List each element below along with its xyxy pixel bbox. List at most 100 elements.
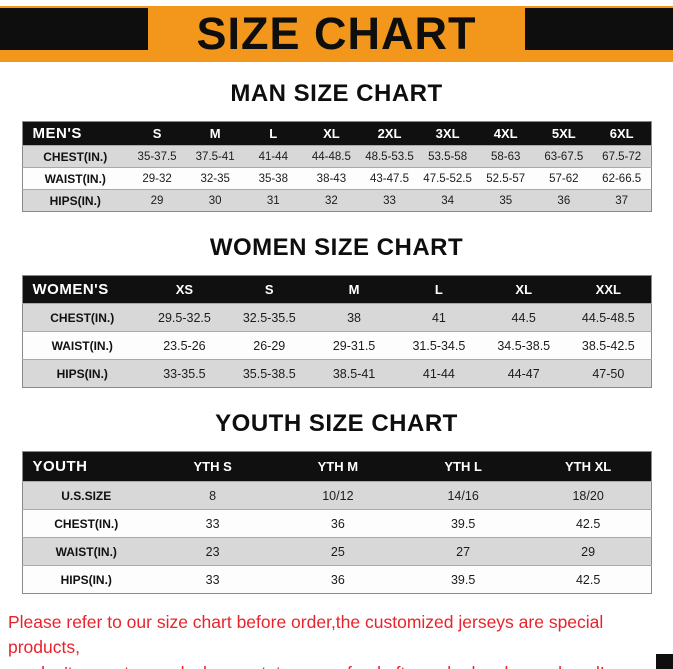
size-section-youth: YOUTH SIZE CHART YOUTH YTH S YTH M YTH L YTH … xyxy=(0,410,673,594)
measure-value: 31.5-34.5 xyxy=(396,331,482,360)
measure-value: 8 xyxy=(150,481,276,510)
measure-value: 35-38 xyxy=(244,167,303,190)
measure-value: 29.5-32.5 xyxy=(142,303,227,332)
measure-value: 43-47.5 xyxy=(360,167,419,190)
measure-value: 37 xyxy=(592,189,651,212)
measure-label: WAIST(IN.) xyxy=(22,167,128,190)
size-column-header: S xyxy=(226,275,312,304)
measure-row: HIPS(IN.) 33 36 39.5 42.5 xyxy=(22,565,651,594)
measure-value: 33-35.5 xyxy=(142,359,227,388)
measure-value: 39.5 xyxy=(400,509,526,538)
measure-value: 38.5-42.5 xyxy=(566,331,651,360)
disclaimer-line-2: we don't accept cancel, change, teturn o… xyxy=(8,661,665,669)
section-heading-men: MAN SIZE CHART xyxy=(230,80,443,107)
measure-value: 34.5-38.5 xyxy=(481,331,567,360)
size-column-header: YTH S xyxy=(150,451,276,482)
measure-value: 41-44 xyxy=(396,359,482,388)
measure-value: 41-44 xyxy=(244,145,303,168)
disclaimer-line-1: Please refer to our size chart before or… xyxy=(8,612,604,658)
measure-value: 47-50 xyxy=(566,359,651,388)
measure-label: CHEST(IN.) xyxy=(22,145,128,168)
page-title: SIZE CHART xyxy=(196,8,477,59)
measure-value: 37.5-41 xyxy=(186,145,245,168)
section-heading-youth: YOUTH SIZE CHART xyxy=(215,410,458,437)
measure-row: HIPS(IN.) 33-35.5 35.5-38.5 38.5-41 41-44 44-… xyxy=(22,359,651,388)
measure-value: 44-48.5 xyxy=(302,145,361,168)
measure-value: 38 xyxy=(311,303,397,332)
size-column-header: S xyxy=(128,121,187,146)
size-section-men: MAN SIZE CHART MEN'S S M L XL 2XL 3XL 4XL 5XL 6XL C… xyxy=(0,80,673,212)
measure-value: 33 xyxy=(150,509,276,538)
banner: SIZE CHART xyxy=(0,6,673,62)
table-title-cell: MEN'S xyxy=(22,121,128,146)
measure-value: 38-43 xyxy=(302,167,361,190)
size-column-header: 3XL xyxy=(418,121,477,146)
measure-value: 42.5 xyxy=(525,509,651,538)
measure-value: 23.5-26 xyxy=(142,331,227,360)
table-title-cell: YOUTH xyxy=(22,451,150,482)
measure-value: 52.5-57 xyxy=(476,167,535,190)
measure-value: 39.5 xyxy=(400,565,526,594)
size-column-header: XXL xyxy=(566,275,651,304)
measure-row: CHEST(IN.) 35-37.5 37.5-41 41-44 44-48.5 48.5… xyxy=(22,145,651,168)
measure-label: HIPS(IN.) xyxy=(22,189,128,212)
measure-label: CHEST(IN.) xyxy=(22,303,142,332)
size-column-header: XS xyxy=(142,275,227,304)
measure-value: 58-63 xyxy=(476,145,535,168)
measure-value: 63-67.5 xyxy=(534,145,593,168)
section-heading-women: WOMEN SIZE CHART xyxy=(209,234,464,261)
measure-value: 57-62 xyxy=(534,167,593,190)
header-row: WOMEN'S XS S M L XL XXL xyxy=(22,275,651,304)
measure-value: 62-66.5 xyxy=(592,167,651,190)
measure-value: 29 xyxy=(128,189,187,212)
size-column-header: M xyxy=(311,275,397,304)
measure-value: 29 xyxy=(525,537,651,566)
measure-value: 33 xyxy=(150,565,276,594)
measure-value: 67.5-72 xyxy=(592,145,651,168)
size-column-header: XL xyxy=(302,121,361,146)
size-column-header: M xyxy=(186,121,245,146)
measure-label: HIPS(IN.) xyxy=(22,565,150,594)
measure-value: 44-47 xyxy=(481,359,567,388)
size-column-header: YTH L xyxy=(400,451,526,482)
bottom-right-corner-mark xyxy=(656,654,673,669)
measure-value: 53.5-58 xyxy=(418,145,477,168)
measure-label: U.S.SIZE xyxy=(22,481,150,510)
disclaimer: Please refer to our size chart before or… xyxy=(8,610,665,669)
measure-value: 33 xyxy=(360,189,419,212)
banner-corner-right xyxy=(525,8,673,50)
measure-value: 44.5 xyxy=(481,303,567,332)
size-column-header: 4XL xyxy=(476,121,535,146)
measure-value: 25 xyxy=(275,537,401,566)
table-title-cell: WOMEN'S xyxy=(22,275,142,304)
measure-value: 30 xyxy=(186,189,245,212)
size-column-header: 6XL xyxy=(592,121,651,146)
size-column-header: YTH M xyxy=(275,451,401,482)
measure-value: 18/20 xyxy=(525,481,651,510)
measure-value: 36 xyxy=(275,509,401,538)
measure-value: 32 xyxy=(302,189,361,212)
measure-value: 29-32 xyxy=(128,167,187,190)
measure-value: 35.5-38.5 xyxy=(226,359,312,388)
measure-value: 47.5-52.5 xyxy=(418,167,477,190)
measure-row: WAIST(IN.) 23.5-26 26-29 29-31.5 31.5-34.5 34… xyxy=(22,331,651,360)
header-row: MEN'S S M L XL 2XL 3XL 4XL 5XL 6XL xyxy=(22,121,651,146)
measure-value: 23 xyxy=(150,537,276,566)
measure-row: WAIST(IN.) 29-32 32-35 35-38 38-43 43-47.5 47.… xyxy=(22,167,651,190)
measure-value: 44.5-48.5 xyxy=(566,303,651,332)
measure-label: HIPS(IN.) xyxy=(22,359,142,388)
header-row: YOUTH YTH S YTH M YTH L YTH XL xyxy=(22,451,651,482)
measure-value: 34 xyxy=(418,189,477,212)
size-section-women: WOMEN SIZE CHART WOMEN'S XS S M L XL XXL CHEST(I… xyxy=(0,234,673,388)
measure-value: 35-37.5 xyxy=(128,145,187,168)
size-column-header: 5XL xyxy=(534,121,593,146)
size-table-youth: YOUTH YTH S YTH M YTH L YTH XL U.S.SIZE 8 10/12… xyxy=(21,451,652,594)
size-column-header: XL xyxy=(481,275,567,304)
measure-value: 27 xyxy=(400,537,526,566)
measure-value: 36 xyxy=(534,189,593,212)
measure-value: 38.5-41 xyxy=(311,359,397,388)
measure-row: WAIST(IN.) 23 25 27 29 xyxy=(22,537,651,566)
measure-value: 14/16 xyxy=(400,481,526,510)
measure-label: CHEST(IN.) xyxy=(22,509,150,538)
measure-row: HIPS(IN.) 29 30 31 32 33 34 35 36 37 xyxy=(22,189,651,212)
